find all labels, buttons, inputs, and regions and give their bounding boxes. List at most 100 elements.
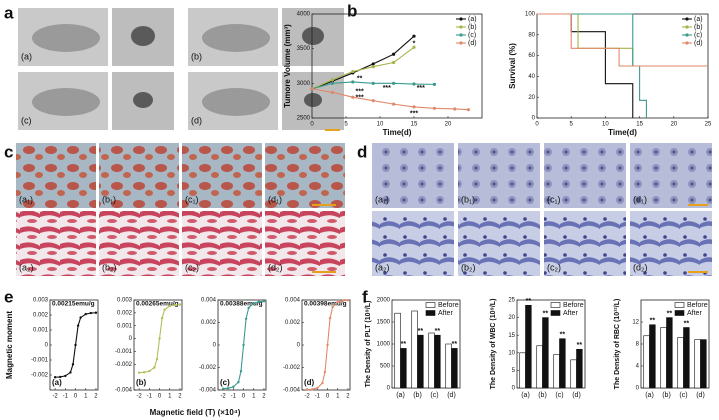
- y-axis-label: Magnetic moment: [5, 311, 14, 379]
- point: [412, 105, 416, 109]
- tumor: [133, 92, 153, 108]
- point: [466, 108, 470, 112]
- legend-label: After: [438, 310, 453, 317]
- legend-swatch: [674, 302, 685, 308]
- y-tick-label: 0.004: [285, 298, 301, 304]
- bar: [649, 324, 656, 389]
- bar: [559, 338, 566, 389]
- x-tick-label: -1: [231, 394, 237, 400]
- significance-mark: **: [418, 328, 424, 335]
- x-tick-label: 0: [310, 122, 314, 128]
- y-tick-label: -0.001: [115, 349, 133, 355]
- micrograph: [458, 143, 540, 208]
- legend-swatch: [550, 310, 561, 316]
- point: [163, 308, 166, 311]
- point: [79, 316, 82, 319]
- point: [326, 343, 329, 347]
- point: [371, 81, 375, 85]
- point: [341, 299, 345, 302]
- annotation: ***: [417, 85, 425, 92]
- significance-mark: **: [435, 328, 441, 335]
- x-tick-label: (a): [521, 392, 530, 399]
- x-tick-label: 5: [344, 122, 348, 128]
- photo-label: (d₁): [268, 194, 282, 204]
- y-tick-label: 0.003: [33, 298, 49, 304]
- legend-label: (a): [694, 16, 703, 23]
- bar: [643, 335, 650, 389]
- point: [155, 357, 159, 361]
- photo-label: (c₂): [547, 262, 561, 272]
- mouse-body: [32, 24, 100, 52]
- point: [351, 80, 355, 84]
- x-tick-label: 0: [326, 394, 330, 400]
- x-tick-label: 10: [377, 122, 384, 128]
- point: [59, 375, 62, 379]
- point: [328, 316, 332, 320]
- legend-marker: [685, 17, 689, 21]
- y-tick-label: 1000: [377, 342, 391, 348]
- point: [336, 300, 339, 304]
- point: [74, 343, 77, 347]
- legend-marker: [685, 33, 689, 37]
- point: [160, 316, 164, 320]
- chart-label: (d): [304, 378, 315, 387]
- photo-label: (d₁): [633, 194, 647, 204]
- annotation: ***: [356, 95, 364, 102]
- photo-label: (b₁): [461, 194, 475, 204]
- y-tick-label: 3000: [297, 81, 311, 87]
- bar: [411, 310, 418, 389]
- point: [69, 371, 72, 374]
- significance-mark: **: [667, 310, 673, 317]
- x-tick-label: 20: [670, 122, 677, 128]
- y-axis-label: The Density of PLT (10⁹/L): [365, 301, 372, 388]
- point: [76, 324, 80, 327]
- y-tick-label: 12: [632, 320, 639, 326]
- point: [148, 370, 151, 373]
- point: [323, 370, 327, 374]
- point: [168, 304, 171, 308]
- x-tick-label: 2: [346, 394, 350, 400]
- series-line: [537, 13, 708, 67]
- legend-marker: [459, 41, 463, 45]
- tumor: [304, 93, 322, 107]
- micrograph: [99, 143, 179, 208]
- legend-label: After: [687, 310, 702, 317]
- significance-mark: **: [526, 298, 532, 305]
- point: [252, 301, 255, 305]
- panel-label: c: [4, 142, 13, 161]
- x-tick-label: 10: [602, 122, 609, 128]
- plot-frame: [133, 299, 183, 391]
- panel-label: d: [357, 142, 367, 161]
- point: [257, 300, 261, 303]
- significance-mark: **: [401, 341, 407, 348]
- bar: [542, 317, 549, 389]
- x-tick-label: (b): [662, 392, 671, 399]
- bar: [683, 327, 690, 389]
- panel-label: a: [4, 3, 14, 22]
- micrograph: [265, 211, 345, 276]
- y-tick-label: 0.003: [117, 298, 133, 304]
- bar: [394, 312, 401, 389]
- photo-label: (a): [21, 51, 32, 61]
- x-tick-label: (c): [430, 392, 438, 399]
- point: [239, 370, 243, 373]
- x-tick-label: 0: [158, 394, 162, 400]
- legend-label: (a): [468, 16, 477, 23]
- significance-mark: **: [684, 320, 690, 327]
- chart-title: 0.00265emu/g: [136, 301, 179, 308]
- legend-label: Before: [438, 302, 459, 309]
- plot-frame: [301, 299, 351, 391]
- legend-label: (d): [694, 40, 703, 47]
- point: [316, 386, 319, 390]
- legend-label: After: [563, 310, 578, 317]
- point: [321, 381, 324, 385]
- mouse-body: [32, 88, 100, 116]
- x-tick-label: 20: [445, 122, 452, 128]
- micrograph: [265, 143, 345, 208]
- x-tick-label: -2: [52, 394, 58, 400]
- y-tick-label: 25: [508, 298, 515, 304]
- x-tick-label: 15: [636, 122, 643, 128]
- significance-mark: **: [452, 341, 458, 348]
- y-tick-label: 0.002: [201, 320, 217, 326]
